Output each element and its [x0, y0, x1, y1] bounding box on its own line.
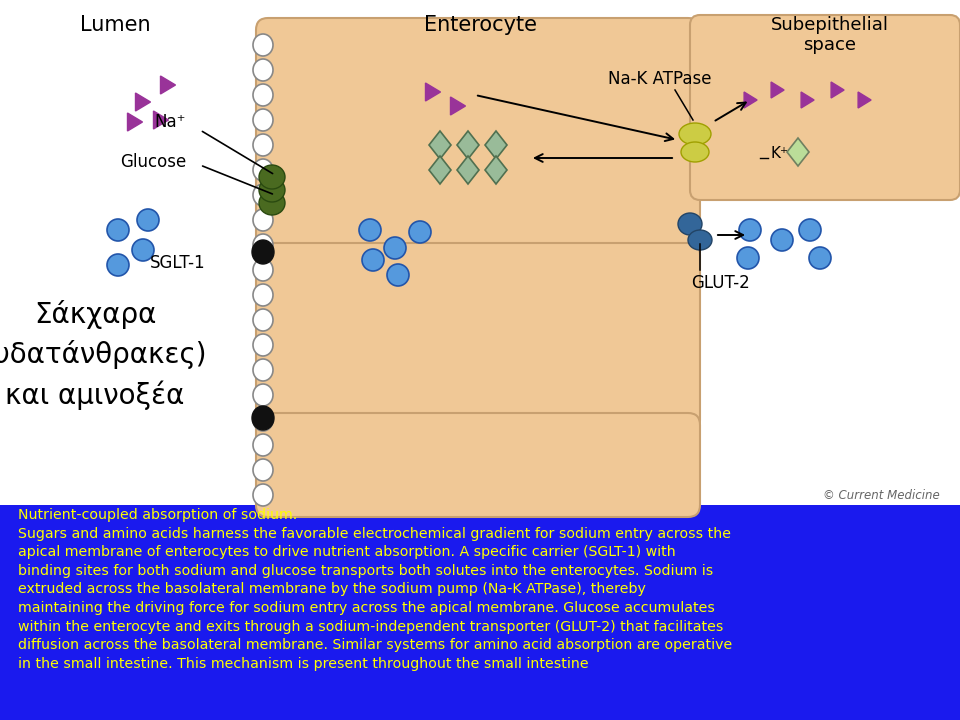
- Bar: [0, 0, 960, 505]
- Ellipse shape: [253, 284, 273, 306]
- Circle shape: [737, 247, 759, 269]
- Text: © Current Medicine: © Current Medicine: [824, 489, 940, 502]
- Ellipse shape: [259, 165, 285, 189]
- Polygon shape: [858, 92, 871, 108]
- Ellipse shape: [253, 409, 273, 431]
- Circle shape: [137, 209, 159, 231]
- Ellipse shape: [253, 359, 273, 381]
- Text: Lumen: Lumen: [80, 15, 151, 35]
- Text: Glucose: Glucose: [120, 153, 186, 171]
- Polygon shape: [429, 131, 451, 159]
- Polygon shape: [154, 111, 169, 129]
- Ellipse shape: [253, 84, 273, 106]
- FancyBboxPatch shape: [690, 15, 960, 200]
- FancyBboxPatch shape: [256, 243, 700, 432]
- Text: Subepithelial
space: Subepithelial space: [771, 16, 889, 55]
- Text: Na⁺: Na⁺: [155, 113, 186, 131]
- Polygon shape: [425, 83, 441, 101]
- Ellipse shape: [253, 109, 273, 131]
- Polygon shape: [485, 131, 507, 159]
- Ellipse shape: [253, 384, 273, 406]
- Circle shape: [809, 247, 831, 269]
- Ellipse shape: [253, 159, 273, 181]
- Circle shape: [387, 264, 409, 286]
- Polygon shape: [744, 92, 757, 108]
- Ellipse shape: [253, 134, 273, 156]
- Polygon shape: [831, 82, 844, 98]
- Circle shape: [409, 221, 431, 243]
- Polygon shape: [485, 156, 507, 184]
- FancyBboxPatch shape: [256, 413, 700, 517]
- Polygon shape: [771, 82, 784, 98]
- FancyBboxPatch shape: [256, 18, 700, 262]
- Ellipse shape: [253, 209, 273, 231]
- Circle shape: [739, 219, 761, 241]
- Ellipse shape: [259, 191, 285, 215]
- Ellipse shape: [252, 240, 274, 264]
- Ellipse shape: [679, 123, 711, 145]
- Circle shape: [799, 219, 821, 241]
- Ellipse shape: [688, 230, 712, 250]
- Circle shape: [362, 249, 384, 271]
- Ellipse shape: [252, 406, 274, 430]
- Polygon shape: [128, 113, 142, 131]
- Text: Σάκχαρα
(υδατάνθρακες)
και αμινοξέα: Σάκχαρα (υδατάνθρακες) και αμινοξέα: [0, 300, 206, 410]
- Ellipse shape: [678, 213, 702, 235]
- Circle shape: [771, 229, 793, 251]
- Bar: [0, 505, 960, 720]
- Ellipse shape: [253, 234, 273, 256]
- Ellipse shape: [253, 459, 273, 481]
- Circle shape: [384, 237, 406, 259]
- Ellipse shape: [259, 178, 285, 202]
- Polygon shape: [457, 131, 479, 159]
- Circle shape: [107, 254, 129, 276]
- Text: Enterocyte: Enterocyte: [423, 15, 537, 35]
- Polygon shape: [450, 97, 466, 115]
- Circle shape: [359, 219, 381, 241]
- Ellipse shape: [253, 184, 273, 206]
- Circle shape: [132, 239, 154, 261]
- Text: Nutrient-coupled absorption of sodium.
Sugars and amino acids harness the favora: Nutrient-coupled absorption of sodium. S…: [18, 508, 732, 671]
- Polygon shape: [801, 92, 814, 108]
- Ellipse shape: [253, 309, 273, 331]
- Text: GLUT-2: GLUT-2: [690, 274, 750, 292]
- Polygon shape: [787, 138, 809, 166]
- Ellipse shape: [253, 259, 273, 281]
- Ellipse shape: [253, 434, 273, 456]
- Ellipse shape: [253, 59, 273, 81]
- Text: Na-K ATPase: Na-K ATPase: [609, 70, 711, 88]
- Polygon shape: [135, 93, 151, 111]
- Ellipse shape: [253, 334, 273, 356]
- Ellipse shape: [253, 484, 273, 506]
- Polygon shape: [160, 76, 176, 94]
- Ellipse shape: [253, 34, 273, 56]
- Circle shape: [107, 219, 129, 241]
- Polygon shape: [457, 156, 479, 184]
- Text: K⁺: K⁺: [770, 146, 788, 161]
- Polygon shape: [429, 156, 451, 184]
- Ellipse shape: [681, 142, 709, 162]
- Text: SGLT-1: SGLT-1: [150, 254, 205, 272]
